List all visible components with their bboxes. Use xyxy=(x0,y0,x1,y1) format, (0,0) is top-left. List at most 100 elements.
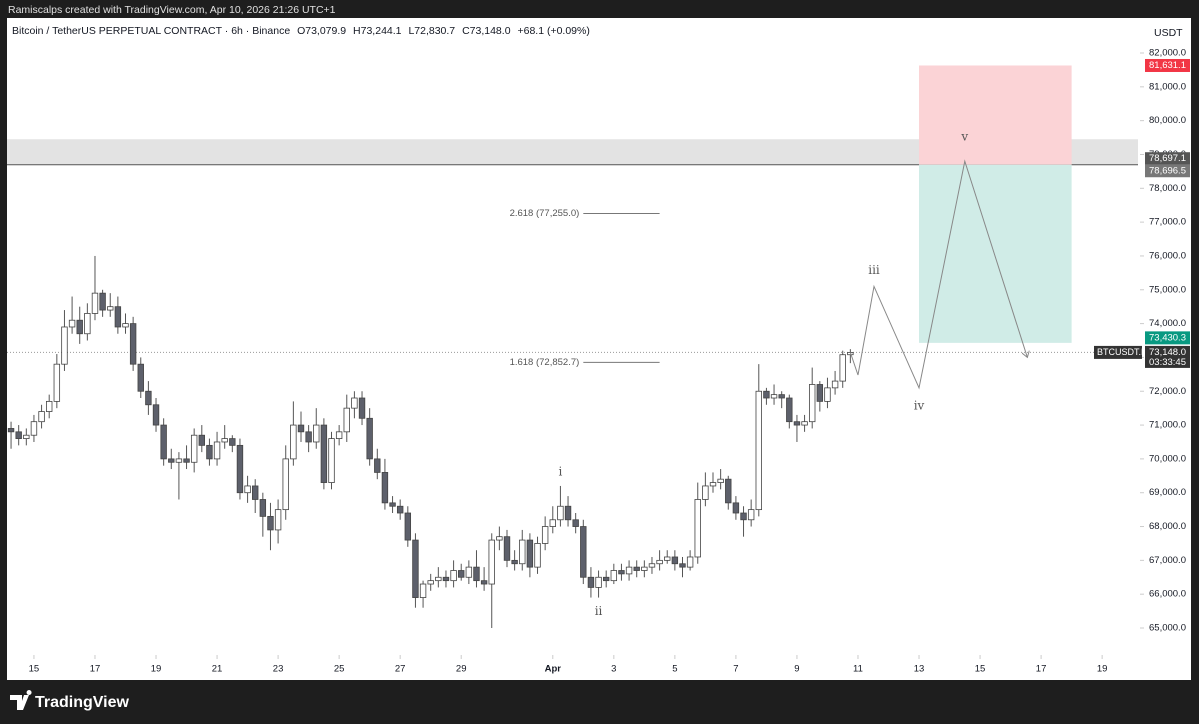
candle-body xyxy=(755,390,762,511)
candle-body xyxy=(702,485,709,500)
candle-body xyxy=(526,539,534,568)
price-tag-label: 73,430.3 xyxy=(1149,332,1186,343)
target-zone xyxy=(919,164,1072,343)
price-tag xyxy=(1145,152,1190,166)
candle-body xyxy=(664,556,671,561)
candle-body xyxy=(38,411,45,423)
candle-body xyxy=(549,519,556,527)
wave-label: v xyxy=(960,130,968,144)
candle-body xyxy=(335,431,343,439)
candle-body xyxy=(519,539,526,565)
candle-body xyxy=(816,384,824,402)
candle-body xyxy=(572,519,579,527)
candle-body xyxy=(206,444,213,460)
price-tag xyxy=(1145,331,1190,345)
candle-body xyxy=(770,394,778,399)
candle-body xyxy=(145,390,152,406)
candle-body xyxy=(732,502,740,514)
candle-body xyxy=(366,417,373,460)
candle-body xyxy=(252,485,259,500)
candle-body xyxy=(587,576,595,588)
candle-body xyxy=(137,363,144,392)
candle-body xyxy=(61,326,68,365)
candle-body xyxy=(107,306,114,311)
y-tick-label: 76,000.0 xyxy=(1149,250,1186,261)
candle-body xyxy=(633,566,640,571)
candle-body xyxy=(435,576,442,582)
y-tick-label: 68,000.0 xyxy=(1149,521,1186,532)
candle-body xyxy=(221,438,228,443)
candle-body xyxy=(396,505,404,514)
countdown: 03:33:45 xyxy=(1149,357,1186,368)
candle-body xyxy=(427,580,434,585)
x-tick-label: 11 xyxy=(853,664,863,675)
stop-zone xyxy=(919,65,1072,165)
y-tick-label: 71,000.0 xyxy=(1149,420,1186,431)
x-tick-label: 13 xyxy=(914,664,925,675)
candle-body xyxy=(84,313,91,335)
candle-body xyxy=(580,526,587,578)
candle-body xyxy=(175,458,183,463)
watermark: Ramiscalps created with TradingView.com,… xyxy=(8,4,336,16)
candle-body xyxy=(351,397,358,409)
candle-body xyxy=(213,441,221,460)
candle-body xyxy=(23,434,30,439)
y-tick-label: 67,000.0 xyxy=(1149,555,1186,566)
candle-body xyxy=(641,566,648,571)
wave-label: iv xyxy=(914,398,925,412)
candle-body xyxy=(412,539,419,598)
candle-body xyxy=(244,485,251,494)
symbol-title: Bitcoin / TetherUS PERPETUAL CONTRACT · … xyxy=(12,25,290,37)
y-tick-label: 82,000.0 xyxy=(1149,48,1186,59)
candle-body xyxy=(534,543,541,568)
candle-body xyxy=(831,380,839,389)
y-tick-label: 66,000.0 xyxy=(1149,589,1186,600)
candle-body xyxy=(824,387,831,402)
candle-body xyxy=(740,512,747,521)
last-price-label: 73,148.0 xyxy=(1149,347,1186,358)
candle-body xyxy=(160,424,167,460)
candle-body xyxy=(358,397,366,419)
x-tick-label: 27 xyxy=(395,664,406,675)
candle-body xyxy=(305,431,312,443)
y-tick-label: 72,000.0 xyxy=(1149,386,1186,397)
wave-label: iii xyxy=(868,263,880,277)
symbol-tag-label: BTCUSDT.P xyxy=(1097,347,1147,357)
candle-body xyxy=(480,580,488,585)
fib-label: 1.618 (72,852.7) xyxy=(510,357,580,368)
projection-path xyxy=(849,159,1027,390)
x-tick-label: 21 xyxy=(212,664,223,675)
price-tag xyxy=(1145,164,1190,178)
candle-body xyxy=(198,434,206,446)
ohlc-close: C73,148.0 xyxy=(462,25,511,37)
candle-body xyxy=(229,438,236,446)
y-tick-label: 74,000.0 xyxy=(1149,318,1186,329)
candle-body xyxy=(839,354,846,382)
currency: USDT xyxy=(1154,27,1183,39)
candle-body xyxy=(190,434,198,463)
candle-body xyxy=(725,478,732,504)
candle-body xyxy=(53,363,61,402)
x-tick-label: Apr xyxy=(545,664,562,675)
x-tick-label: 3 xyxy=(611,664,616,675)
y-tick-label: 77,000.0 xyxy=(1149,217,1186,228)
x-tick-label: 5 xyxy=(672,664,677,675)
candle-body xyxy=(290,424,297,460)
candle-body xyxy=(786,397,793,423)
candle-body xyxy=(801,421,808,426)
chart-title: Bitcoin / TetherUS PERPETUAL CONTRACT · … xyxy=(12,25,590,37)
candle-body xyxy=(320,424,328,483)
candle-body xyxy=(328,438,335,483)
x-tick-label: 25 xyxy=(334,664,345,675)
x-tick-label: 15 xyxy=(29,664,40,675)
candle-body xyxy=(76,319,83,335)
candle-body xyxy=(808,384,816,423)
candle-body xyxy=(374,458,381,473)
candle-body xyxy=(465,566,473,578)
candle-body xyxy=(114,306,122,328)
x-tick-label: 9 xyxy=(794,664,799,675)
symbol-tag xyxy=(1094,345,1142,359)
candle-body xyxy=(656,559,663,565)
candle-body xyxy=(709,482,717,487)
